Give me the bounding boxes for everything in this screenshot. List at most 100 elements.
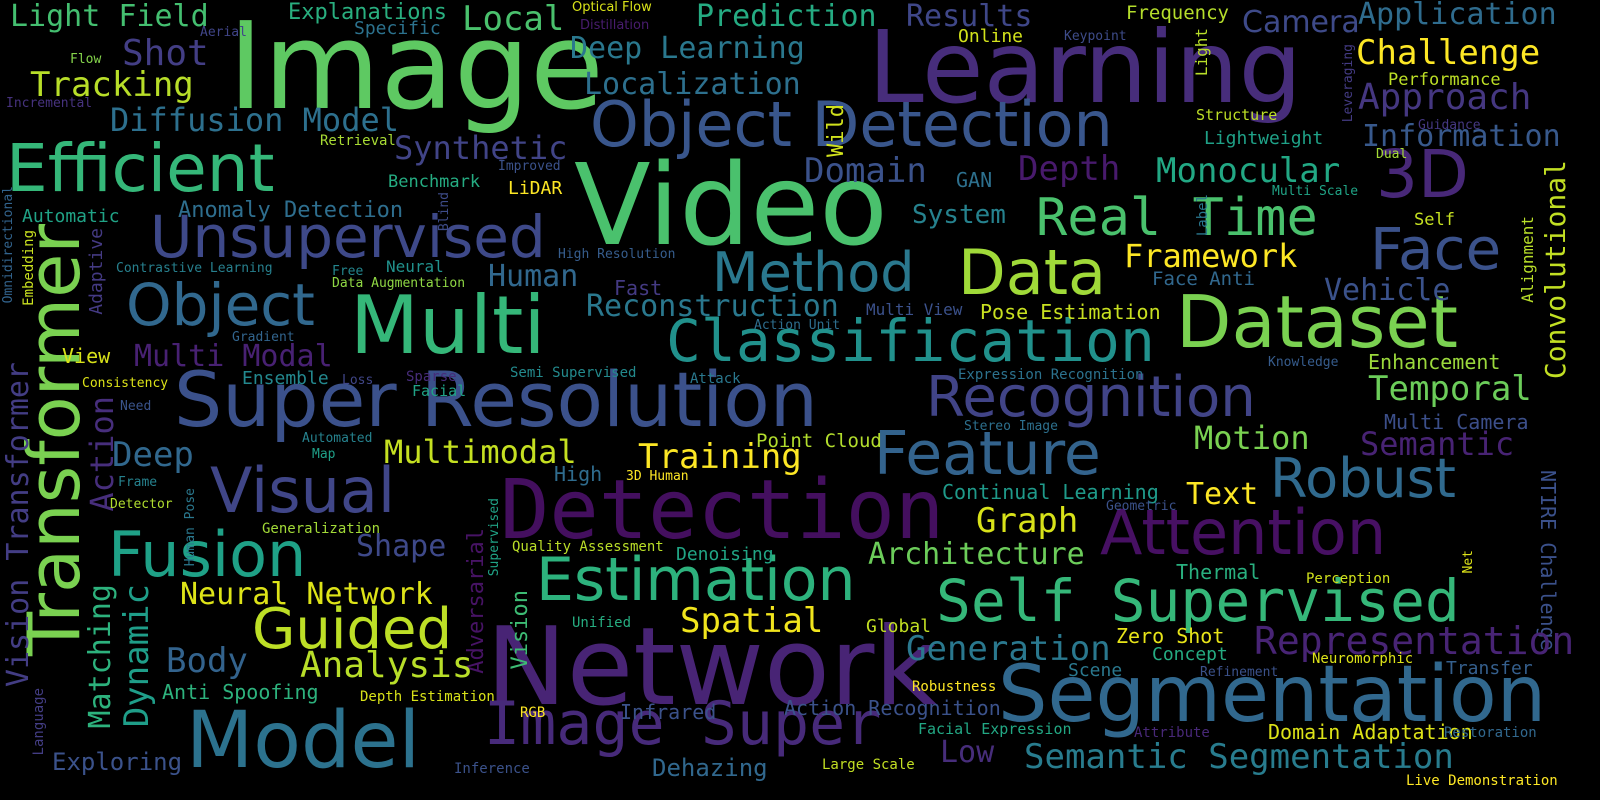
- word-information: Information: [1362, 119, 1561, 154]
- word-reconstruction: Reconstruction: [586, 289, 839, 324]
- word-neural: Neural: [386, 257, 444, 276]
- word-distillation: Distillation: [580, 18, 650, 33]
- word-improved: Improved: [498, 159, 561, 174]
- word-spatial: Spatial: [680, 601, 824, 641]
- word-map: Map: [312, 447, 336, 462]
- word-dehazing: Dehazing: [652, 754, 768, 782]
- word-optical-flow: Optical Flow: [572, 0, 652, 15]
- word-depth: Depth: [1018, 149, 1121, 189]
- word-attack: Attack: [690, 371, 741, 387]
- word-semantic-segmentation: Semantic Segmentation: [1024, 737, 1454, 777]
- word-training: Training: [638, 437, 802, 477]
- word-detection-big: Detection: [500, 463, 945, 558]
- word-classification: Classification: [666, 307, 1155, 375]
- word-perception: Perception: [1306, 571, 1391, 587]
- word-object-2: Object: [126, 271, 315, 339]
- word-adaptive: Adaptive: [86, 228, 107, 315]
- word-label: Label: [1195, 194, 1211, 237]
- word-dual: Dual: [1376, 147, 1408, 162]
- word-retrieval: Retrieval: [320, 133, 396, 149]
- word-generalization: Generalization: [262, 521, 381, 537]
- word-lidar: LiDAR: [508, 178, 563, 199]
- word-synthetic: Synthetic: [394, 129, 568, 167]
- word-method: Method: [712, 241, 915, 304]
- word-alignment: Alignment: [1518, 216, 1537, 303]
- word-attribute: Attribute: [1134, 725, 1210, 741]
- word-unified: Unified: [572, 615, 632, 631]
- word-application: Application: [1358, 0, 1557, 32]
- word-contrastive-learning: Contrastive Learning: [116, 261, 273, 276]
- word-point-cloud: Point Cloud: [756, 430, 882, 452]
- word-image-super: Image Super: [484, 689, 882, 759]
- word-visual: Visual: [210, 454, 396, 527]
- word-facial: Facial: [412, 382, 467, 400]
- word-multi-modal: Multi Modal: [134, 339, 333, 374]
- word-action-recognition: Action Recognition: [784, 696, 1001, 720]
- word-benchmark: Benchmark: [388, 172, 481, 192]
- word-keypoint: Keypoint: [1064, 29, 1127, 44]
- word-large-scale: Large Scale: [822, 757, 915, 773]
- word-neural-network: Neural Network: [180, 577, 433, 612]
- word-inference: Inference: [454, 761, 530, 777]
- word-robustness: Robustness: [912, 679, 997, 695]
- word-aerial: Aerial: [200, 25, 247, 40]
- word-shot: Shot: [122, 33, 209, 74]
- word-knowledge: Knowledge: [1268, 355, 1339, 370]
- word-vision-vertical: Vision: [508, 590, 533, 670]
- word-recognition: Recognition: [926, 365, 1256, 430]
- word-temporal: Temporal: [1368, 369, 1532, 409]
- word-gan: GAN: [956, 168, 993, 192]
- word-incremental: Incremental: [6, 96, 93, 111]
- word-need: Need: [120, 399, 152, 414]
- word-domain: Domain: [804, 151, 927, 191]
- word-enhancement: Enhancement: [1368, 350, 1501, 374]
- word-architecture: Architecture: [868, 537, 1085, 572]
- word-vision-transformer: Vision Transformer: [1, 362, 36, 688]
- word-image: Image: [228, 0, 604, 137]
- word-concept: Concept: [1152, 644, 1228, 665]
- word-detector: Detector: [110, 497, 173, 512]
- word-video: Video: [574, 141, 888, 271]
- word-global: Global: [866, 616, 932, 637]
- word-guided: Guided: [252, 597, 452, 662]
- word-ensemble: Ensemble: [242, 368, 329, 389]
- word-attention: Attention: [1100, 496, 1387, 569]
- word-domain-adaptation: Domain Adaptation: [1268, 720, 1473, 744]
- word-anomaly-detection: Anomaly Detection: [178, 198, 404, 223]
- word-wild: Wild: [824, 104, 849, 157]
- word-loss: Loss: [342, 373, 374, 388]
- word-frequency: Frequency: [1126, 2, 1229, 24]
- word-depth-estimation: Depth Estimation: [360, 689, 495, 705]
- word-estimation: Estimation: [536, 545, 856, 615]
- word-robust: Robust: [1270, 447, 1456, 510]
- word-rgb: RGB: [520, 705, 546, 721]
- word-action-unit: Action Unit: [754, 318, 841, 333]
- word-leveraging: Leveraging: [1341, 44, 1356, 123]
- word-refinement: Refinement: [1200, 665, 1279, 680]
- word-challenge: Challenge: [1356, 33, 1541, 73]
- word-shape: Shape: [356, 529, 447, 564]
- word-transfer: Transfer: [1446, 658, 1533, 679]
- word-motion: Motion: [1194, 419, 1310, 457]
- word-stereo-image: Stereo Image: [964, 419, 1058, 434]
- word-ntire-challenge: NTIRE Challenge: [1536, 470, 1560, 651]
- word-gradient: Gradient: [232, 330, 295, 345]
- word-convolutional: Convolutional: [1539, 160, 1572, 380]
- word-tracking: Tracking: [30, 65, 194, 105]
- word-segmentation: Segmentation: [998, 650, 1547, 740]
- word-high-resolution: High Resolution: [558, 247, 676, 262]
- word-geometric: Geometric: [1106, 499, 1177, 514]
- word-diffusion-model: Diffusion Model: [110, 101, 399, 139]
- word-localization: Localization: [584, 67, 801, 102]
- word-automated: Automated: [302, 431, 373, 446]
- word-local: Local: [462, 0, 565, 39]
- word-anti-spoofing: Anti Spoofing: [162, 680, 319, 704]
- word-net: Net: [1461, 550, 1476, 574]
- word-data: Data: [958, 236, 1107, 309]
- word-lightweight: Lightweight: [1204, 128, 1324, 149]
- word-specific: Specific: [354, 18, 441, 39]
- word-low: Low: [940, 735, 995, 770]
- word-facial-expression: Facial Expression: [918, 720, 1072, 738]
- word-blind: Blind: [437, 192, 452, 232]
